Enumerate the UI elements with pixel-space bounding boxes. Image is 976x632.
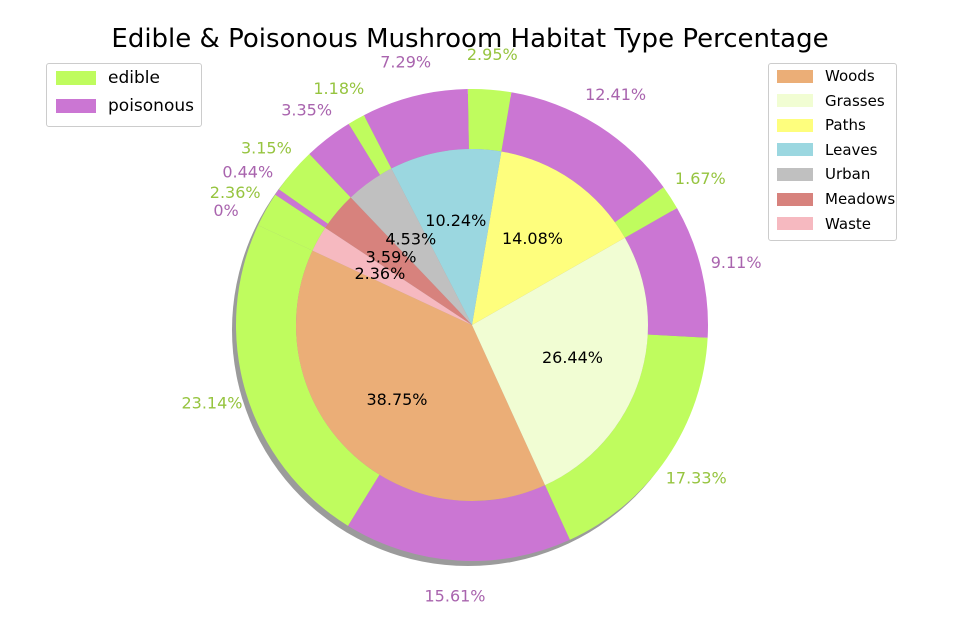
inner-wedge-grasses — [472, 237, 649, 486]
inner-labels: 38.75% 26.44% 14.08% 10.24%4.53%3.59%2.36% — [354, 211, 603, 409]
chart-title: Edible & Poisonous Mushroom Habitat Type… — [111, 24, 828, 54]
outer-wedge-grasses-edible — [545, 334, 708, 540]
legend-edibility-label-edible: edible — [108, 68, 160, 88]
legend-habitat-swatch-waste — [777, 217, 813, 231]
inner-label-urban: 4.53% — [385, 229, 436, 248]
outer-label-urban-poisonous: 3.35% — [281, 100, 332, 119]
outer-label-meadows-poisonous: 0.44% — [222, 163, 273, 182]
legend-habitat-swatch-meadows — [777, 192, 813, 206]
inner-label-paths: 14.08% — [502, 229, 563, 248]
outer-ring — [235, 89, 708, 561]
inner-label-waste: 2.36% — [354, 264, 405, 283]
legend-habitat-label-paths: Paths — [825, 116, 866, 135]
legend-edibility-item-edible: edible — [56, 68, 160, 88]
legend-edibility-label-poisonous: poisonous — [108, 96, 194, 116]
legend-habitat-swatch-woods — [777, 69, 813, 83]
outer-wedge-grasses-poisonous — [624, 208, 708, 338]
outer-wedge-woods-edible — [235, 225, 380, 526]
inner-wedge-woods — [296, 250, 546, 501]
legend-habitat-swatch-grasses — [777, 94, 813, 108]
outer-label-grasses-poisonous: 9.11% — [711, 253, 762, 272]
outer-label-leaves-edible: 2.95% — [467, 45, 518, 64]
legend-habitat-label-urban: Urban — [825, 165, 871, 184]
legend-habitat-label-leaves: Leaves — [825, 140, 878, 159]
legend-habitat-label-grasses: Grasses — [825, 91, 885, 110]
legend-habitat-label-waste: Waste — [825, 214, 871, 233]
outer-label-waste-edible: 2.36% — [210, 183, 261, 202]
outer-wedge-waste-edible — [258, 194, 326, 251]
outer-label-leaves-poisonous: 7.29% — [380, 52, 431, 71]
inner-wedge-waste — [312, 227, 472, 325]
inner-label-leaves: 10.24% — [425, 211, 486, 230]
inner-wedge-paths — [472, 151, 625, 325]
legend-edibility: edible poisonous — [46, 63, 202, 127]
outer-label-paths-edible: 1.67% — [675, 169, 726, 188]
legend-habitat-item-urban: Urban — [777, 165, 870, 183]
inner-wedge-leaves — [391, 149, 502, 325]
legend-habitat-item-waste: Waste — [777, 215, 871, 233]
legend-habitat-swatch-leaves — [777, 143, 813, 157]
inner-label-meadows: 3.59% — [366, 248, 417, 267]
outer-label-waste-poisonous: 0% — [213, 201, 238, 220]
legend-habitat-label-meadows: Meadows — [825, 190, 896, 208]
outer-wedge-urban-poisonous — [309, 123, 380, 198]
legend-edibility-swatch-edible — [56, 71, 96, 85]
inner-pie — [296, 149, 649, 501]
outer-label-woods-poisonous: 15.61% — [425, 586, 486, 605]
outer-labels: 23.14% 15.61% 17.33% 9.11% 1.67% 12.41% 2.95% 7… — [181, 45, 761, 606]
outer-wedge-meadows-poisonous — [275, 189, 328, 228]
outer-label-urban-edible: 1.18% — [313, 79, 364, 98]
outer-wedge-paths-poisonous — [501, 92, 664, 223]
outer-wedge-meadows-edible — [278, 154, 351, 224]
legend-edibility-item-poisonous: poisonous — [56, 96, 194, 116]
legend-habitat-swatch-urban — [777, 167, 813, 181]
inner-label-grasses: 26.44% — [542, 348, 603, 367]
legend-habitat-label-woods: Woods — [825, 67, 875, 85]
outer-label-grasses-edible: 17.33% — [666, 468, 727, 487]
legend-habitat-item-woods: Woods — [777, 67, 875, 85]
inner-wedge-meadows — [325, 197, 472, 325]
legend-habitat-item-paths: Paths — [777, 116, 866, 134]
legend-habitat-swatch-paths — [777, 118, 813, 132]
inner-label-woods: 38.75% — [367, 390, 428, 409]
legend-habitat-item-leaves: Leaves — [777, 141, 877, 159]
legend-habitat: Woods Grasses Paths Leaves Urban Meadows Waste — [768, 63, 897, 241]
outer-wedge-paths-edible — [614, 187, 677, 238]
legend-habitat-item-meadows: Meadows — [777, 190, 895, 208]
outer-label-meadows-edible: 3.15% — [241, 138, 292, 157]
inner-wedge-urban — [350, 168, 472, 325]
outer-wedge-leaves-poisonous — [363, 89, 469, 169]
legend-habitat-item-grasses: Grasses — [777, 92, 885, 110]
outer-label-paths-poisonous: 12.41% — [585, 85, 646, 104]
outer-label-woods-edible: 23.14% — [181, 393, 242, 412]
outer-wedge-leaves-edible — [467, 89, 512, 152]
outer-wedge-woods-poisonous — [348, 474, 570, 561]
legend-edibility-swatch-poisonous — [56, 99, 96, 113]
outer-wedge-urban-edible — [348, 115, 392, 175]
